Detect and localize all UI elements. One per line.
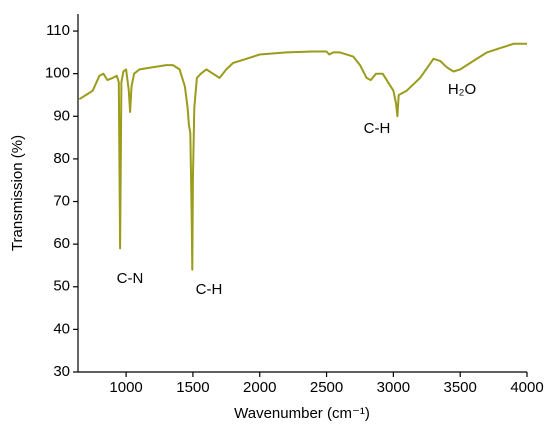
annotation: C-H xyxy=(196,281,223,298)
y-axis-label: Transmission (%) xyxy=(9,135,26,251)
annotation: C-H xyxy=(364,120,391,137)
y-tick-label: 30 xyxy=(53,363,70,380)
y-tick-label: 70 xyxy=(53,192,70,209)
y-tick-label: 110 xyxy=(46,22,70,39)
x-axis-label: Wavenumber (cm⁻¹) xyxy=(234,405,370,422)
x-tick-label: 1500 xyxy=(176,379,209,396)
x-tick-label: 3500 xyxy=(443,379,476,396)
y-tick-label: 80 xyxy=(53,150,70,167)
annotation: H₂O xyxy=(448,81,476,98)
x-tick-label: 4000 xyxy=(510,379,543,396)
y-tick-label: 90 xyxy=(53,107,70,124)
y-tick-label: 40 xyxy=(53,320,70,337)
y-tick-label: 50 xyxy=(53,278,70,295)
x-tick-label: 3000 xyxy=(377,379,410,396)
x-tick-label: 2000 xyxy=(243,379,276,396)
y-tick-label: 100 xyxy=(45,65,70,82)
y-tick-label: 60 xyxy=(53,235,70,252)
x-tick-label: 1000 xyxy=(109,379,142,396)
annotation: C-N xyxy=(117,270,144,287)
x-tick-label: 2500 xyxy=(310,379,343,396)
spectrum-line xyxy=(78,42,527,271)
